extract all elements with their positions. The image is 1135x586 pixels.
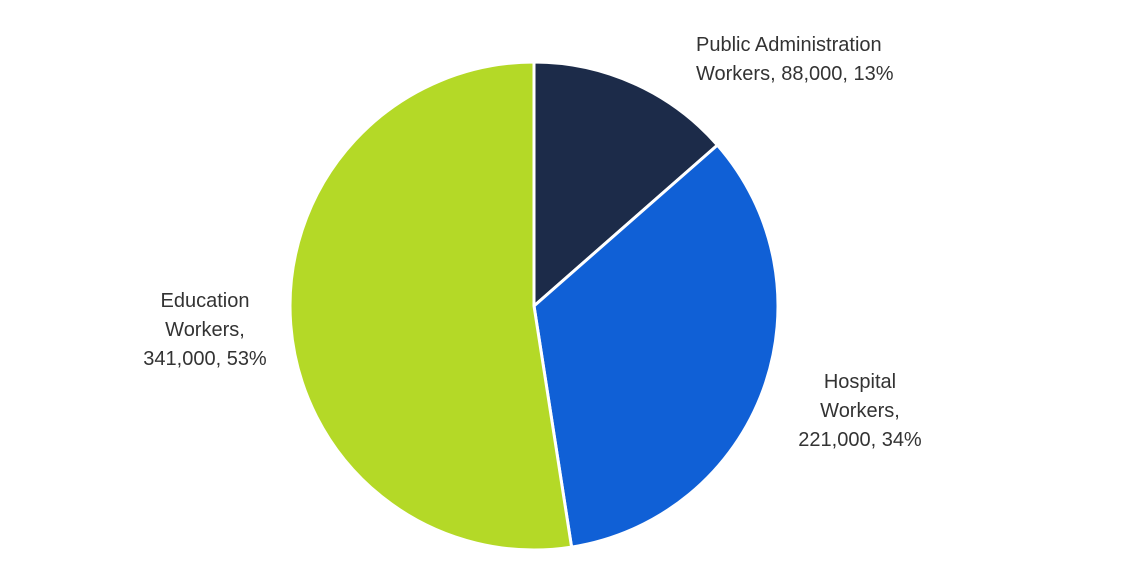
label-line: Hospital [823, 371, 897, 393]
slice-hospital [532, 143, 780, 549]
slice-education [288, 60, 574, 552]
pie-slices [288, 60, 780, 552]
slice-label-education: Education Workers, 341,000, 53% [130, 287, 280, 374]
label-line: Workers, [165, 319, 245, 341]
label-line: 221,000, 34% [798, 429, 922, 451]
label-line: Education [160, 290, 250, 312]
slice-label-public-administration: Public Administration Workers, 88,000, 1… [696, 31, 894, 89]
label-line: 341,000, 53% [143, 348, 267, 370]
label-line: Public Administration [696, 34, 882, 56]
label-line: Workers, 88,000, 13% [696, 63, 894, 85]
label-line: Workers, [820, 400, 900, 422]
slice-label-hospital: Hospital Workers, 221,000, 34% [780, 368, 940, 455]
slice-public-administration [532, 60, 719, 308]
